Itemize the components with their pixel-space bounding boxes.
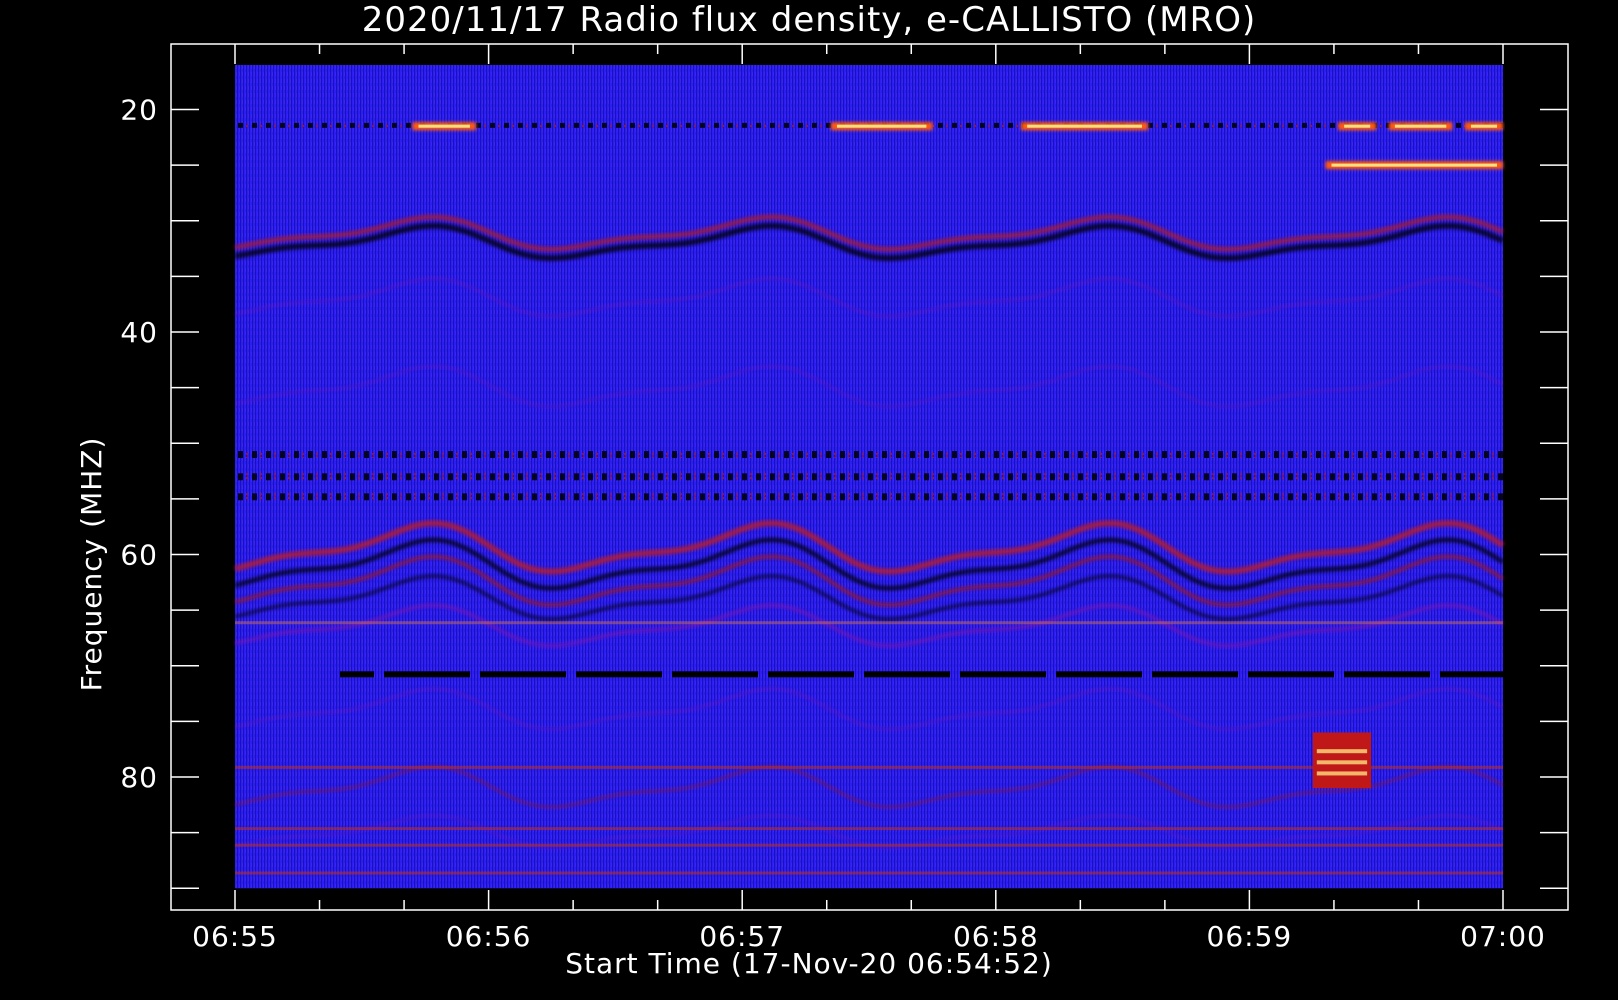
x-tick-label: 06:55 xyxy=(192,920,278,953)
x-tick-label: 06:59 xyxy=(1207,920,1293,953)
emission-band xyxy=(234,364,1504,409)
rfi-dashes xyxy=(340,671,1503,678)
emission-band xyxy=(234,603,1504,648)
burst-core xyxy=(418,124,470,128)
x-axis-label: Start Time (17-Nov-20 06:54:52) xyxy=(565,947,1053,980)
burst-core xyxy=(1331,163,1497,167)
y-tick-label: 60 xyxy=(120,539,158,572)
rfi-row xyxy=(235,493,1503,501)
rfi-row xyxy=(235,473,1503,481)
rfi-row xyxy=(235,871,1503,875)
plot-frame xyxy=(170,43,1569,911)
x-tick-label: 06:57 xyxy=(699,920,785,953)
emission-band xyxy=(234,222,1505,262)
axes: 06:55 06:56 06:57 06:58 06:59 07:00 20 40 60 80 xyxy=(120,44,1568,953)
heatmap-area xyxy=(234,65,1505,889)
burst-core xyxy=(1470,124,1497,128)
emission-band xyxy=(234,520,1505,575)
rfi-row xyxy=(235,621,1503,625)
rfi-row xyxy=(235,765,1503,769)
rfi-row xyxy=(235,843,1503,847)
emission-band xyxy=(234,214,1504,252)
x-tick-label: 06:56 xyxy=(446,920,532,953)
y-tick-label: 40 xyxy=(120,316,158,349)
rfi-row xyxy=(235,451,1503,459)
burst-core xyxy=(1394,124,1447,128)
y-tick-label: 20 xyxy=(120,94,158,127)
y-tick-label: 80 xyxy=(120,761,158,794)
x-tick-label: 07:00 xyxy=(1460,920,1546,953)
burst-core xyxy=(1344,124,1371,128)
emission-band xyxy=(234,277,1504,318)
burst-core xyxy=(1027,124,1142,128)
burst-blob-line xyxy=(1316,749,1368,754)
burst-core xyxy=(836,124,927,128)
burst-blob-line xyxy=(1316,760,1368,765)
emission-band xyxy=(234,687,1504,731)
emission-band xyxy=(234,554,1505,607)
chart-title: 2020/11/17 Radio flux density, e-CALLIST… xyxy=(361,0,1257,40)
x-tick-label: 06:58 xyxy=(953,920,1039,953)
emission-band xyxy=(234,537,1505,591)
rfi-row xyxy=(235,827,1503,831)
emission-band xyxy=(234,574,1505,622)
burst-blob-line xyxy=(1316,771,1368,776)
